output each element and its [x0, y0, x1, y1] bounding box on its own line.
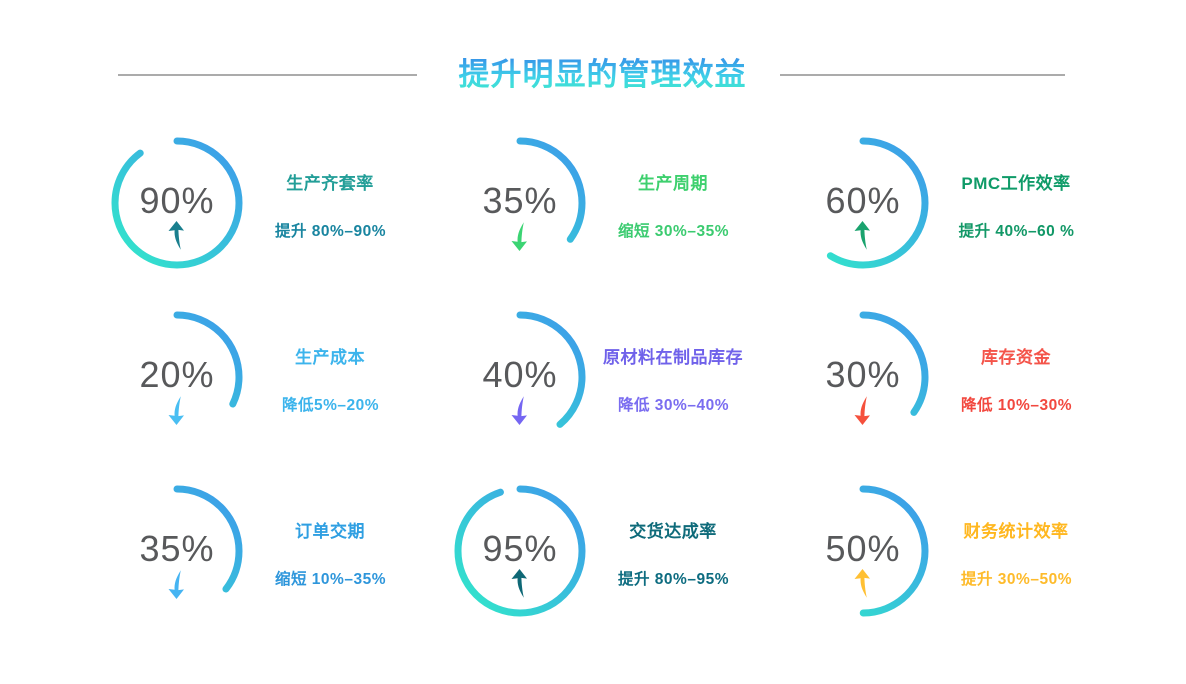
metric-change: 降低 10%–30%: [961, 397, 1072, 414]
trend-up-icon: [854, 569, 870, 598]
page-title: 提升明显的管理效益: [430, 53, 775, 97]
gauge-ring-icon: [797, 137, 929, 269]
metric-label: 交货达成率: [629, 522, 717, 541]
percent-value: 20%: [139, 354, 215, 395]
trend-up-icon: [854, 221, 870, 250]
metric-change: 提升 80%–95%: [618, 571, 729, 588]
trend-down-icon: [511, 396, 527, 425]
gauge-card: 30% 库存资金 降低 10%–30%: [791, 307, 1134, 481]
percent-value: 30%: [825, 354, 901, 395]
metric-label: 财务统计效率: [963, 522, 1069, 541]
trend-down-icon: [511, 222, 527, 251]
metric-change: 提升 80%–90%: [275, 223, 386, 240]
percent-value: 35%: [139, 528, 215, 569]
gauge-arc: [454, 311, 586, 443]
trend-down-icon: [168, 570, 184, 599]
trend-down-icon: [854, 396, 870, 425]
gauge-ring-icon: [111, 137, 243, 269]
metric-change: 提升 40%–60 %: [958, 223, 1075, 240]
gauge-card: 40% 原材料在制品库存 降低 30%–40%: [448, 307, 791, 481]
percent-value: 90%: [139, 180, 215, 221]
trend-down-icon: [168, 396, 184, 425]
title-divider-right: [780, 74, 1065, 76]
gauge-arc: [797, 485, 929, 617]
percent-value: 60%: [825, 180, 901, 221]
percent-value: 95%: [482, 528, 558, 569]
percent-value: 50%: [825, 528, 901, 569]
metric-change: 缩短 10%–35%: [275, 571, 386, 588]
metric-change: 降低 30%–40%: [618, 397, 729, 414]
percent-value: 40%: [482, 354, 558, 395]
metric-label: 订单交期: [295, 522, 365, 541]
gauge-card: 35% 生产周期 缩短 30%–35%: [448, 133, 791, 307]
metric-label: 生产齐套率: [286, 174, 374, 193]
gauge-ring-icon: [797, 485, 929, 617]
gauge-arc: [797, 137, 929, 269]
metric-label: PMC工作效率: [961, 174, 1071, 193]
gauge-ring-icon: [454, 485, 586, 617]
gauge-ring-icon: [454, 137, 586, 269]
trend-up-icon: [168, 221, 184, 250]
trend-up-icon: [511, 569, 527, 598]
gauge-arc: [111, 137, 243, 269]
gauge-ring-icon: [797, 311, 929, 443]
gauge-card: 20% 生产成本 降低5%–20%: [105, 307, 448, 481]
percent-value: 35%: [482, 180, 558, 221]
gauge-ring-icon: [111, 485, 243, 617]
gauge-arc: [797, 311, 929, 443]
gauge-card: 50% 财务统计效率 提升 30%–50%: [791, 481, 1134, 655]
gauge-arc: [111, 485, 243, 617]
metric-change: 降低5%–20%: [281, 397, 380, 414]
title-divider-left: [118, 74, 417, 76]
gauge-card: 60% PMC工作效率 提升 40%–60 %: [791, 133, 1134, 307]
gauge-arc: [111, 311, 243, 443]
metric-change: 缩短 30%–35%: [618, 223, 729, 240]
gauge-card: 35% 订单交期 缩短 10%–35%: [105, 481, 448, 655]
metric-label: 库存资金: [981, 348, 1051, 367]
gauge-card: 95% 交货达成率 提升 80%–95%: [448, 481, 791, 655]
metric-label: 生产成本: [295, 348, 365, 367]
metric-label: 生产周期: [638, 174, 708, 193]
gauge-arc: [454, 485, 586, 617]
metric-label: 原材料在制品库存: [603, 348, 743, 367]
gauge-card: 90% 生产齐套率 提升 80%–90%: [105, 133, 448, 307]
gauge-grid: 90% 生产齐套率 提升 80%–90% 35% 生产周期 缩短 30%–35%…: [105, 133, 1134, 655]
gauge-ring-icon: [454, 311, 586, 443]
gauge-arc: [454, 137, 586, 269]
gauge-ring-icon: [111, 311, 243, 443]
metric-change: 提升 30%–50%: [961, 571, 1072, 588]
